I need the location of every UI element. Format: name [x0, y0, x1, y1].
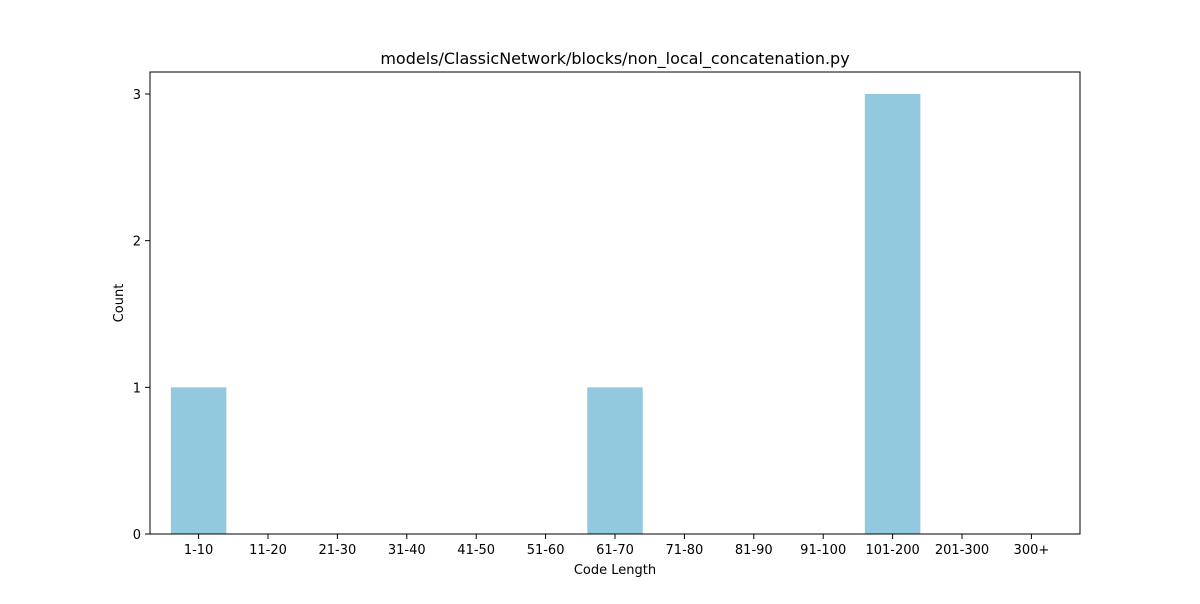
x-tick-label: 101-200 [865, 543, 919, 558]
bar-61-70 [587, 387, 643, 534]
x-tick-label: 300+ [1014, 543, 1050, 558]
x-tick-label: 11-20 [249, 543, 287, 558]
x-axis-label: Code Length [574, 563, 656, 578]
y-tick-label: 2 [133, 235, 141, 250]
x-axis-ticks: 1-10 11-20 21-30 31-40 41-50 51-60 61-70 71-80 8… [184, 534, 1049, 558]
x-tick-label: 81-90 [735, 543, 773, 558]
y-tick-label: 3 [133, 88, 141, 103]
bars-layer [170, 94, 921, 534]
y-axis-ticks: 0 1 2 3 [133, 88, 150, 543]
x-tick-label: 201-300 [935, 543, 989, 558]
bar-101-200 [864, 94, 921, 534]
chart-title: models/ClassicNetwork/blocks/non_local_c… [380, 49, 849, 69]
x-tick-label: 41-50 [457, 543, 495, 558]
y-axis-label: Count [112, 284, 127, 323]
x-tick-label: 51-60 [527, 543, 565, 558]
y-tick-label: 0 [133, 528, 141, 543]
x-tick-label: 91-100 [800, 543, 846, 558]
plot-frame [149, 71, 1081, 535]
x-tick-label: 1-10 [184, 543, 214, 558]
x-tick-label: 21-30 [318, 543, 356, 558]
x-tick-label: 31-40 [388, 543, 426, 558]
x-tick-label: 71-80 [666, 543, 704, 558]
bar-1-10 [170, 387, 227, 534]
y-tick-label: 1 [133, 381, 141, 396]
x-tick-label: 61-70 [596, 543, 634, 558]
